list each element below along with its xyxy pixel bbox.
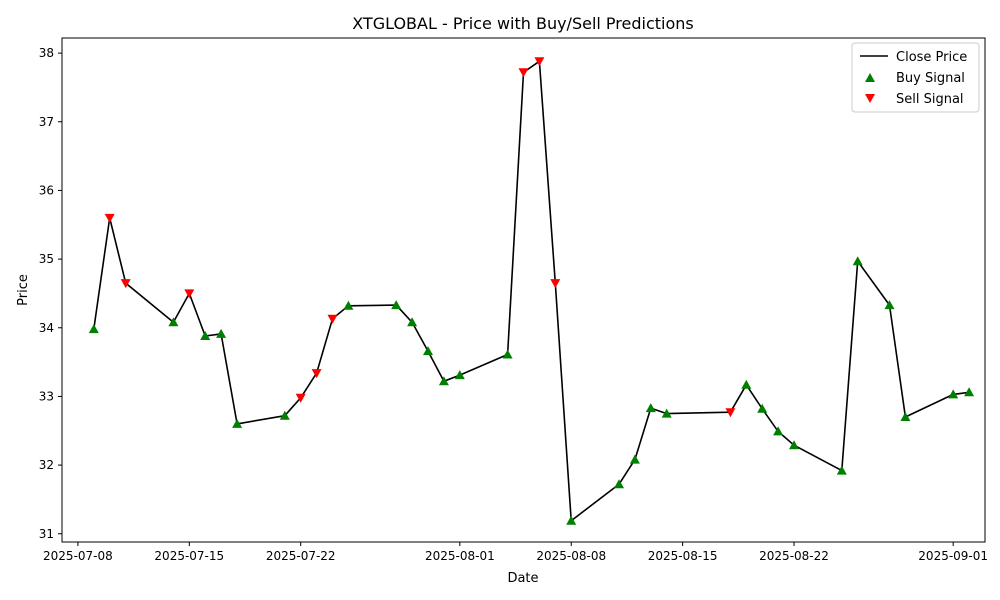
buy-signal-marker	[232, 418, 243, 428]
buy-signal-marker	[200, 331, 211, 340]
buy-signal-marker	[836, 465, 847, 475]
sell-signal-marker	[184, 289, 195, 299]
sell-signal-marker	[534, 57, 545, 67]
buy-signal-marker	[661, 408, 672, 418]
sell-signal-marker	[311, 369, 322, 379]
buy-signal-marker	[407, 317, 418, 327]
legend: Close Price Buy Signal Sell Signal	[851, 42, 980, 113]
buy-signal-marker	[645, 403, 656, 413]
sell-signal-marker	[295, 393, 306, 403]
plot-area: 2025-07-08 2025-07-15 2025-07-22 2025-08-01…	[39, 46, 988, 563]
legend-box	[851, 42, 980, 113]
buy-signal-marker	[614, 479, 624, 489]
sell-signal-marker	[327, 314, 338, 324]
x-tick-label: 2025-08-22	[759, 549, 829, 563]
buy-signal-marker	[454, 370, 465, 380]
buy-signal-marker	[343, 300, 354, 310]
buy-signal-marker	[773, 426, 784, 436]
x-tick-label: 2025-09-01	[918, 549, 988, 563]
buy-signal-marker	[88, 324, 99, 334]
buy-signal-marker	[216, 328, 227, 338]
sell-signal-marker	[104, 213, 115, 223]
legend-close-price-label: Close Price	[896, 50, 967, 65]
buy-signal-marker	[566, 515, 577, 525]
buy-signal-marker	[757, 403, 768, 413]
buy-signal-marker	[423, 346, 433, 356]
y-tick-label: 33	[39, 389, 54, 403]
y-tick-label: 35	[39, 252, 54, 266]
sell-signal-marker	[120, 279, 131, 289]
y-tick-label: 36	[39, 183, 54, 197]
legend-buy-signal-label: Buy Signal	[896, 71, 965, 86]
buy-signal-marker	[279, 410, 290, 420]
y-axis-label: Price	[16, 274, 31, 306]
sell-signal-marker	[518, 68, 529, 78]
legend-sell-signal-label: Sell Signal	[896, 92, 964, 107]
x-axis-label: Date	[507, 571, 538, 586]
buy-signal-marker	[629, 454, 640, 464]
buy-signal-marker	[852, 256, 863, 266]
x-tick-label: 2025-07-15	[154, 549, 224, 563]
chart-title: XTGLOBAL - Price with Buy/Sell Predictio…	[352, 14, 694, 33]
buy-signal-marker	[168, 317, 179, 327]
buy-signal-marker	[789, 440, 799, 450]
buy-signal-marker	[438, 376, 449, 386]
y-tick-label: 34	[39, 321, 54, 335]
y-tick-label: 37	[39, 115, 54, 129]
y-tick-label: 38	[39, 46, 54, 60]
buy-signal-marker	[964, 387, 975, 397]
close-price-line	[93, 60, 970, 522]
legend-sell-signal-swatch	[865, 94, 875, 103]
buy-signal-marker	[741, 379, 752, 389]
x-tick-label: 2025-08-08	[536, 549, 606, 563]
buy-signal-marker	[948, 389, 959, 399]
legend-buy-signal-swatch	[865, 73, 875, 82]
buy-signal-marker	[502, 349, 513, 359]
x-tick-label: 2025-08-15	[648, 549, 718, 563]
y-tick-label: 31	[39, 527, 54, 541]
x-tick-label: 2025-07-08	[43, 549, 113, 563]
sell-signal-marker	[550, 279, 561, 289]
axes-frame	[61, 37, 986, 543]
buy-signal-marker	[900, 412, 911, 421]
y-tick-label: 32	[39, 458, 54, 472]
x-tick-label: 2025-08-01	[425, 549, 495, 563]
buy-signal-marker	[884, 300, 895, 310]
buy-signal-marker	[391, 300, 402, 310]
x-tick-label: 2025-07-22	[266, 549, 336, 563]
sell-signal-marker	[725, 408, 736, 418]
